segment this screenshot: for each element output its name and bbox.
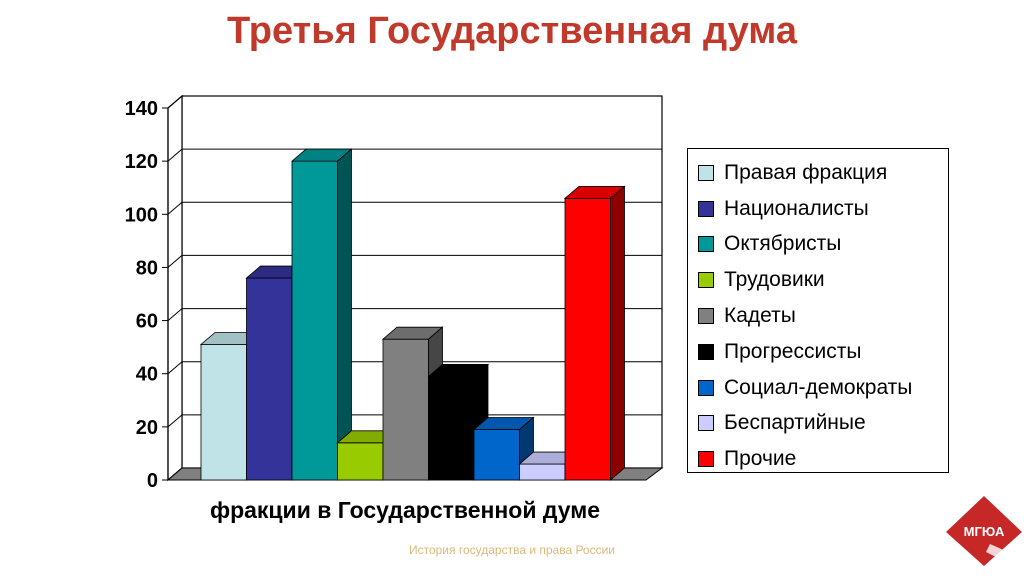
y-tick-label: 40 (136, 364, 158, 386)
y-tick-label: 80 (136, 257, 158, 279)
gridline-side (167, 201, 183, 215)
y-tick-label: 120 (125, 151, 158, 173)
legend-label: Октябристы (724, 232, 842, 256)
y-tick-label: 140 (125, 98, 158, 120)
legend-item: Прочие (688, 441, 948, 477)
bar-front (200, 344, 247, 481)
legend-item: Октябристы (688, 227, 948, 263)
legend-label: Социал-демократы (724, 375, 913, 399)
bar-3 (290, 148, 353, 481)
bar-9 (563, 185, 626, 481)
y-tick-label: 100 (125, 204, 158, 226)
bar-front (519, 463, 566, 481)
gridline-side (167, 148, 183, 162)
legend-swatch (698, 164, 714, 181)
mgua-logo: МГЮА (946, 496, 1022, 566)
legend-label: Правая фракция (724, 160, 888, 184)
bar-side (610, 185, 625, 481)
legend-item: Социал-демократы (688, 370, 948, 406)
bar-front (337, 442, 384, 481)
legend-item: Прогрессисты (688, 334, 948, 370)
logo-text: МГЮА (964, 524, 1005, 539)
legend-swatch (698, 451, 714, 468)
legend-label: Кадеты (724, 304, 796, 328)
legend-swatch (698, 343, 714, 360)
legend-swatch (698, 308, 714, 325)
legend-label: Прочие (724, 447, 797, 471)
legend-item: Националисты (688, 191, 948, 227)
bar-side (337, 148, 352, 481)
gridline-side (167, 95, 183, 109)
bar-front (382, 338, 429, 481)
legend-label: Беспартийные (724, 411, 866, 435)
footer-caption: История государства и права России (408, 543, 616, 557)
legend-item: Беспартийные (688, 406, 948, 442)
legend-swatch (698, 236, 714, 253)
legend-swatch (698, 415, 714, 432)
chart-legend: Правая фракция Националисты Октябристы Труд… (687, 148, 949, 473)
legend-label: Националисты (724, 196, 869, 220)
y-tick-label: 0 (147, 470, 158, 492)
legend-swatch (698, 200, 714, 217)
legend-label: Трудовики (724, 268, 825, 292)
gridline-side (167, 414, 183, 428)
legend-item: Трудовики (688, 262, 948, 298)
legend-label: Прогрессисты (724, 339, 862, 363)
gridline-side (167, 255, 183, 268)
bar-front (428, 375, 475, 481)
bar-front (291, 160, 338, 481)
bar-7 (472, 416, 535, 481)
legend-swatch (698, 379, 714, 396)
bar-front (473, 429, 520, 481)
gridline-side (167, 308, 183, 321)
legend-swatch (698, 272, 714, 289)
y-tick-label: 20 (136, 417, 158, 439)
plot-side-wall (167, 94, 183, 482)
page-title: Третья Государственная дума (227, 10, 797, 52)
y-tick-label: 60 (136, 311, 158, 333)
x-axis-title: фракции в Государственной думе (209, 497, 601, 523)
gridline-side (167, 361, 183, 375)
bar-front (246, 277, 293, 481)
legend-item: Кадеты (688, 298, 948, 334)
bar-front (564, 197, 611, 481)
legend-item: Правая фракция (688, 155, 948, 191)
